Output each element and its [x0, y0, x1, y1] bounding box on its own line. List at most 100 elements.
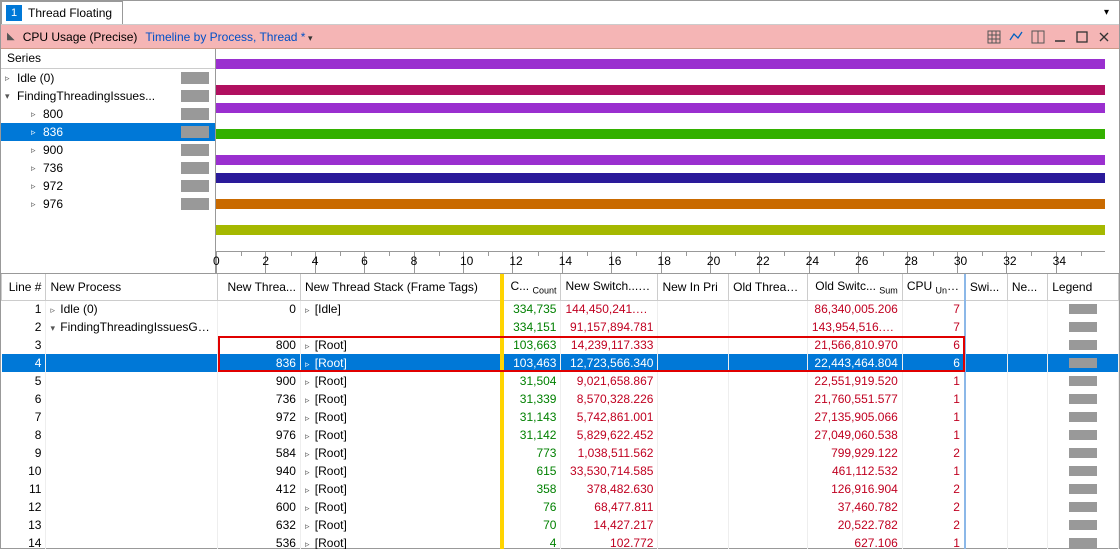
expander-icon[interactable]: ▹ [31, 199, 41, 210]
column-header-stack[interactable]: New Thread Stack (Frame Tags) [300, 274, 502, 300]
expander-icon[interactable]: ▹ [305, 341, 310, 351]
expander-icon[interactable]: ▹ [31, 127, 41, 138]
series-swatch [181, 144, 209, 156]
cell-count: 773 [502, 444, 561, 462]
expander-icon[interactable]: ▹ [305, 359, 310, 369]
header-tool-group [985, 28, 1113, 46]
column-header-count[interactable]: C... Count [502, 274, 561, 300]
series-item[interactable]: ▹ 800 [1, 105, 215, 123]
table-row[interactable]: 7972▹ [Root]31,1435,742,861.00127,135,90… [2, 408, 1119, 426]
series-header: Series [1, 49, 215, 69]
column-header-oldthr[interactable]: Old Thread... [729, 274, 808, 300]
tab-dropdown-icon[interactable]: ▾ [1100, 1, 1113, 24]
column-header-switch[interactable]: New Switch... Sum [561, 274, 658, 300]
legend-swatch [1069, 304, 1097, 314]
cell-pri [658, 534, 729, 549]
column-header-ne[interactable]: Ne... [1007, 274, 1047, 300]
cell-line: 14 [2, 534, 46, 549]
cell-stack: ▹ [Root] [300, 534, 502, 549]
cell-ne [1007, 426, 1047, 444]
series-item[interactable]: ▹ 976 [1, 195, 215, 213]
expander-icon[interactable]: ▹ [31, 181, 41, 192]
expander-icon[interactable]: ▹ [305, 485, 310, 495]
cell-thread: 836 [218, 354, 301, 372]
series-item[interactable]: ▹ 972 [1, 177, 215, 195]
cell-swi [965, 516, 1007, 534]
expander-icon[interactable]: ▾ [5, 91, 15, 102]
table-row[interactable]: 3800▹ [Root]103,66314,239,117.33321,566,… [2, 336, 1119, 354]
expander-icon[interactable]: ▹ [305, 521, 310, 531]
tab-thread-floating[interactable]: 1 Thread Floating [1, 1, 123, 24]
view-split-icon[interactable] [1029, 28, 1047, 46]
cell-legend [1048, 444, 1119, 462]
column-header-pri[interactable]: New In Pri [658, 274, 729, 300]
series-item[interactable]: ▹ Idle (0) [1, 69, 215, 87]
expander-icon[interactable]: ▹ [305, 305, 310, 315]
expander-icon[interactable]: ▹ [305, 413, 310, 423]
expander-icon[interactable]: ▹ [31, 145, 41, 156]
table-row[interactable]: 14536▹ [Root]4102.772627.1061 [2, 534, 1119, 549]
data-table-wrap: Line #New ProcessNew Threa...New Thread … [1, 274, 1119, 549]
expander-icon[interactable]: ▹ [5, 73, 15, 84]
expander-icon[interactable]: ▹ [305, 431, 310, 441]
cell-line: 7 [2, 408, 46, 426]
cell-swi [965, 300, 1007, 318]
cell-thread: 900 [218, 372, 301, 390]
view-preset-link[interactable]: Timeline by Process, Thread * [145, 30, 312, 44]
table-row[interactable]: 1▹ Idle (0)0▹ [Idle]334,735144,450,241.9… [2, 300, 1119, 318]
cell-switch: 9,021,658.867 [561, 372, 658, 390]
column-header-cpu[interactable]: CPU Uniqu... [902, 274, 965, 300]
minimize-icon[interactable] [1051, 28, 1069, 46]
expander-icon[interactable]: ▹ [31, 163, 41, 174]
cell-stack: ▹ [Root] [300, 354, 502, 372]
table-row[interactable]: 6736▹ [Root]31,3398,570,328.22621,760,55… [2, 390, 1119, 408]
cell-cpu: 2 [902, 498, 965, 516]
series-swatch [181, 108, 209, 120]
timeline-panel[interactable]: 0246810121416182022242628303234 [216, 49, 1119, 273]
view-chart-icon[interactable] [1007, 28, 1025, 46]
column-header-leg[interactable]: Legend [1048, 274, 1119, 300]
cell-stack: ▹ [Root] [300, 408, 502, 426]
table-row[interactable]: 4836▹ [Root]103,46312,723,566.34022,443,… [2, 354, 1119, 372]
series-item[interactable]: ▹ 900 [1, 141, 215, 159]
series-label: 972 [43, 179, 179, 193]
table-row[interactable]: 5900▹ [Root]31,5049,021,658.86722,551,91… [2, 372, 1119, 390]
expander-icon[interactable]: ▹ [305, 467, 310, 477]
table-row[interactable]: 12600▹ [Root]7668,477.81137,460.7822 [2, 498, 1119, 516]
table-row[interactable]: 9584▹ [Root]7731,038,511.562799,929.1222 [2, 444, 1119, 462]
cell-ne [1007, 516, 1047, 534]
timeline-lane [216, 103, 1105, 113]
cell-thread: 412 [218, 480, 301, 498]
expander-icon[interactable]: ▹ [50, 305, 55, 315]
cell-process [46, 372, 218, 390]
expander-icon[interactable]: ▹ [31, 109, 41, 120]
series-item[interactable]: ▹ 736 [1, 159, 215, 177]
cell-line: 8 [2, 426, 46, 444]
cell-swi [965, 390, 1007, 408]
expander-icon[interactable]: ▹ [305, 377, 310, 387]
table-row[interactable]: 13632▹ [Root]7014,427.21720,522.7822 [2, 516, 1119, 534]
column-header-oldsw[interactable]: Old Switc... Sum [807, 274, 902, 300]
legend-swatch [1069, 322, 1097, 332]
expander-icon[interactable]: ▹ [305, 539, 310, 549]
expander-icon[interactable]: ▾ [50, 323, 55, 333]
expander-icon[interactable]: ▹ [305, 449, 310, 459]
close-icon[interactable] [1095, 28, 1113, 46]
table-row[interactable]: 2▾ FindingThreadingIssuesGa...334,15191,… [2, 318, 1119, 336]
view-table-icon[interactable] [985, 28, 1003, 46]
collapse-icon[interactable]: ◣ [7, 31, 15, 42]
series-item[interactable]: ▾ FindingThreadingIssues... [1, 87, 215, 105]
table-row[interactable]: 8976▹ [Root]31,1425,829,622.45227,049,06… [2, 426, 1119, 444]
series-item[interactable]: ▹ 836 [1, 123, 215, 141]
table-row[interactable]: 10940▹ [Root]61533,530,714.585461,112.53… [2, 462, 1119, 480]
column-header-line[interactable]: Line # [2, 274, 46, 300]
cell-ne [1007, 318, 1047, 336]
expander-icon[interactable]: ▹ [305, 395, 310, 405]
column-header-thr[interactable]: New Threa... [218, 274, 301, 300]
table-row[interactable]: 11412▹ [Root]358378,482.630126,916.9042 [2, 480, 1119, 498]
expander-icon[interactable]: ▹ [305, 503, 310, 513]
cell-ne [1007, 390, 1047, 408]
maximize-icon[interactable] [1073, 28, 1091, 46]
column-header-proc[interactable]: New Process [46, 274, 218, 300]
column-header-swi[interactable]: Swi... [965, 274, 1007, 300]
